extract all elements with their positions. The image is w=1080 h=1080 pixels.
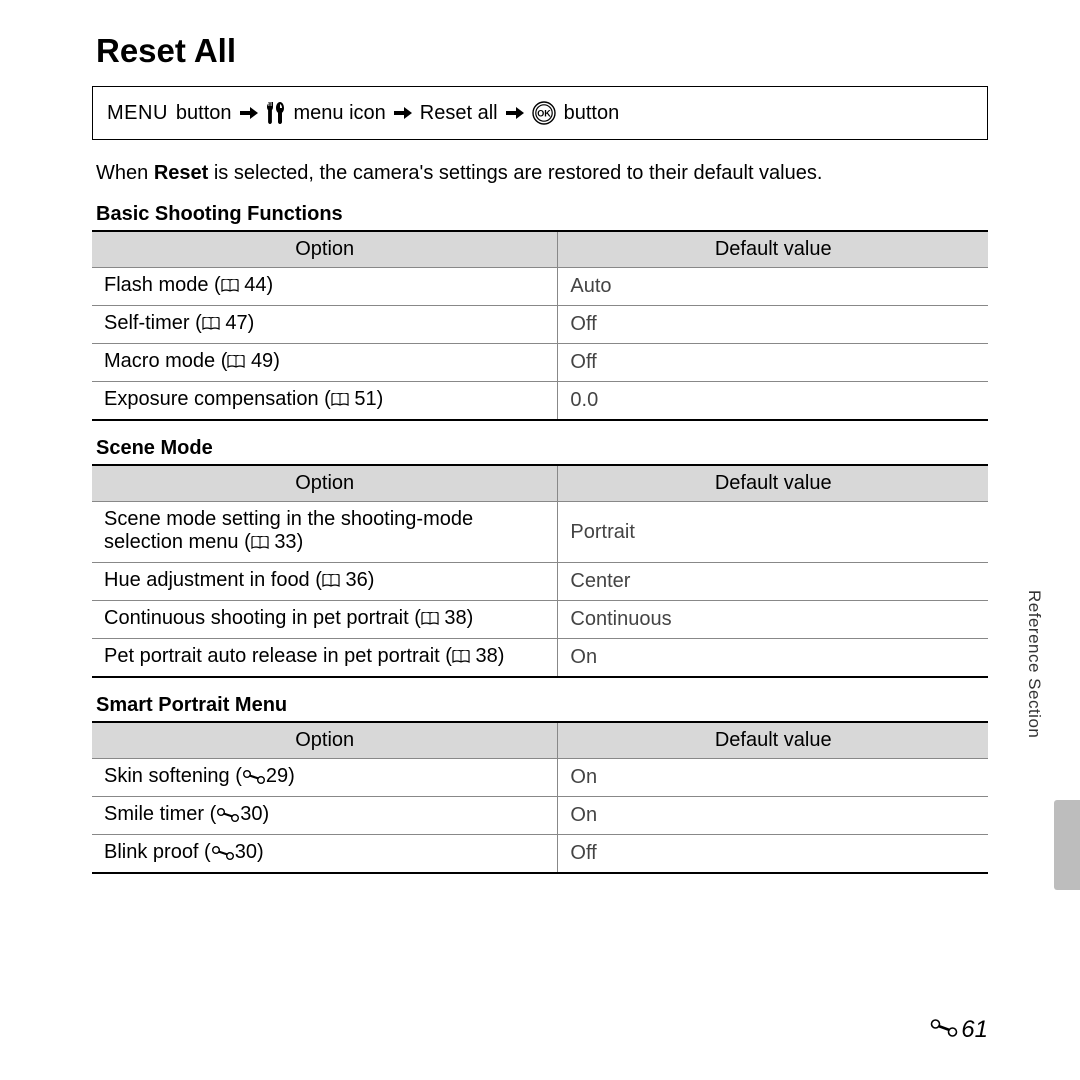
col-default: Default value [558, 465, 988, 502]
value-cell: On [558, 639, 988, 678]
value-cell: Auto [558, 268, 988, 306]
section-title-scene: Scene Mode [92, 437, 988, 460]
menu-icon-text: menu icon [294, 102, 386, 125]
table-header-row: Option Default value [92, 465, 988, 502]
table-row: Self-timer ( 47) Off [92, 306, 988, 344]
navigation-path-box: MENU button menu icon Reset all OK butto… [92, 86, 988, 140]
table-row: Flash mode ( 44) Auto [92, 268, 988, 306]
option-cell: Exposure compensation ( 51) [92, 382, 558, 421]
book-icon [322, 571, 340, 594]
option-cell: Scene mode setting in the shooting-mode … [92, 502, 558, 563]
chain-icon [929, 1016, 959, 1044]
option-cell: Pet portrait auto release in pet portrai… [92, 639, 558, 678]
option-cell: Macro mode ( 49) [92, 344, 558, 382]
value-cell: 0.0 [558, 382, 988, 421]
arrow-icon [394, 105, 412, 121]
table-row: Smile timer (30) On [92, 797, 988, 835]
menu-button-label: MENU [107, 102, 168, 125]
option-cell: Smile timer (30) [92, 797, 558, 835]
table-row: Macro mode ( 49) Off [92, 344, 988, 382]
wrench-icon [266, 102, 286, 124]
svg-text:OK: OK [537, 109, 551, 119]
value-cell: Off [558, 344, 988, 382]
book-icon [452, 647, 470, 670]
side-section-label: Reference Section [1024, 590, 1044, 738]
section-title-smart: Smart Portrait Menu [92, 694, 988, 717]
option-cell: Self-timer ( 47) [92, 306, 558, 344]
value-cell: Portrait [558, 502, 988, 563]
table-row: Skin softening (29) On [92, 759, 988, 797]
book-icon [331, 390, 349, 413]
side-tab [1054, 800, 1080, 890]
book-icon [202, 314, 220, 337]
book-icon [221, 276, 239, 299]
col-option: Option [92, 465, 558, 502]
chain-icon [211, 843, 235, 866]
arrow-icon [506, 105, 524, 121]
chain-icon [216, 805, 240, 828]
description: When Reset is selected, the camera's set… [92, 162, 988, 185]
book-icon [227, 352, 245, 375]
col-option: Option [92, 722, 558, 759]
ok-button-icon: OK [532, 101, 556, 125]
page-number: 61 [929, 1016, 988, 1044]
table-row: Exposure compensation ( 51) 0.0 [92, 382, 988, 421]
book-icon [421, 609, 439, 632]
option-cell: Continuous shooting in pet portrait ( 38… [92, 601, 558, 639]
chain-icon [242, 767, 266, 790]
table-header-row: Option Default value [92, 722, 988, 759]
option-cell: Skin softening (29) [92, 759, 558, 797]
value-cell: Off [558, 835, 988, 874]
table-row: Scene mode setting in the shooting-mode … [92, 502, 988, 563]
manual-page: Reset All MENU button menu icon Reset al… [0, 0, 1080, 1080]
col-default: Default value [558, 722, 988, 759]
table-row: Continuous shooting in pet portrait ( 38… [92, 601, 988, 639]
table-row: Blink proof (30) Off [92, 835, 988, 874]
table-header-row: Option Default value [92, 231, 988, 268]
page-number-value: 61 [961, 1016, 988, 1044]
option-cell: Flash mode ( 44) [92, 268, 558, 306]
section-title-basic: Basic Shooting Functions [92, 203, 988, 226]
page-title: Reset All [92, 32, 988, 70]
arrow-icon [240, 105, 258, 121]
desc-prefix: When [96, 162, 154, 184]
option-cell: Blink proof (30) [92, 835, 558, 874]
smart-table: Option Default value Skin softening (29)… [92, 721, 988, 874]
basic-table: Option Default value Flash mode ( 44) Au… [92, 230, 988, 421]
ok-button-text: button [564, 102, 620, 125]
col-option: Option [92, 231, 558, 268]
option-cell: Hue adjustment in food ( 36) [92, 563, 558, 601]
desc-bold: Reset [154, 162, 208, 184]
reset-all-text: Reset all [420, 102, 498, 125]
value-cell: Off [558, 306, 988, 344]
desc-suffix: is selected, the camera's settings are r… [208, 162, 822, 184]
value-cell: On [558, 797, 988, 835]
value-cell: Center [558, 563, 988, 601]
book-icon [251, 533, 269, 556]
value-cell: Continuous [558, 601, 988, 639]
col-default: Default value [558, 231, 988, 268]
scene-table: Option Default value Scene mode setting … [92, 464, 988, 678]
table-row: Hue adjustment in food ( 36) Center [92, 563, 988, 601]
table-row: Pet portrait auto release in pet portrai… [92, 639, 988, 678]
button-text: button [176, 102, 232, 125]
value-cell: On [558, 759, 988, 797]
